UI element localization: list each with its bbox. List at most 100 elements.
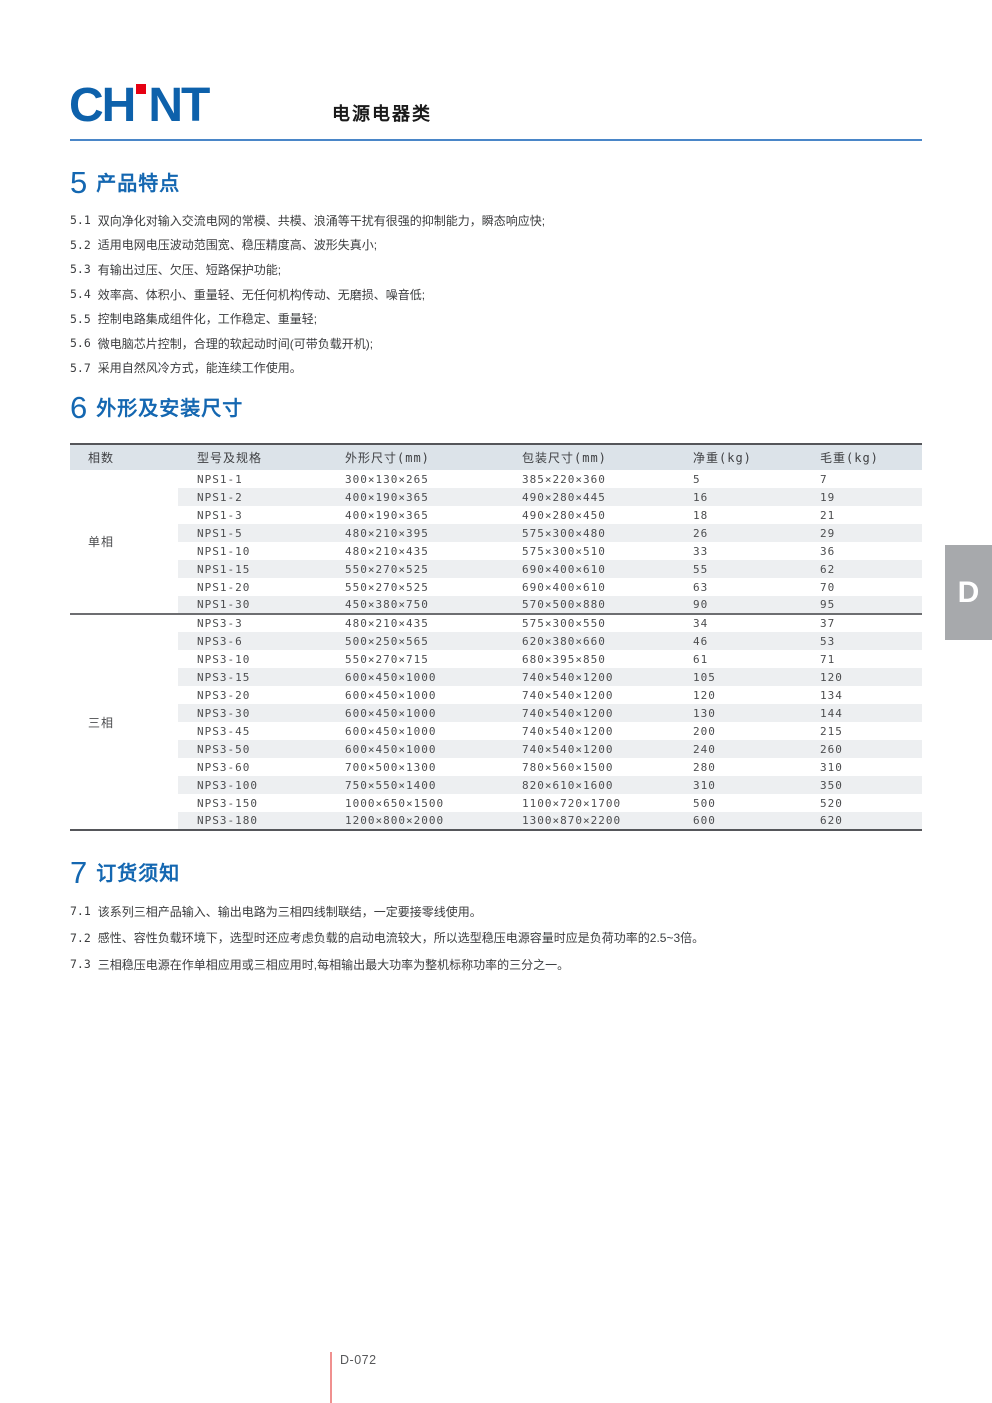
page-category-title: 电源电器类 — [332, 104, 432, 124]
column-header: 包装尺寸(mm) — [503, 444, 674, 470]
table-row: NPS1-2 400×190×365 490×280×445 16 19 — [70, 488, 922, 506]
table-cell: 480×210×435 — [326, 613, 503, 632]
table-row: NPS3-60 700×500×1300 780×560×1500 280 310 — [70, 758, 922, 776]
column-header: 外形尺寸(mm) — [326, 444, 503, 470]
item-text: 双向净化对输入交流电网的常模、共模、浪涌等干扰有很强的抑制能力，瞬态响应快; — [97, 213, 546, 228]
table-cell: NPS1-1 — [197, 472, 243, 486]
table-cell: 520 — [820, 796, 843, 810]
table-cell: 780×560×1500 — [522, 760, 614, 774]
table-row: NPS1-5 480×210×395 575×300×480 26 29 — [70, 524, 922, 542]
table-cell: 600×450×1000 — [326, 704, 503, 722]
table-row: NPS1-30 450×380×750 570×500×880 90 95 — [70, 596, 922, 614]
item-number: 5.5 — [70, 311, 91, 326]
feature-item: 5.6 微电脑芯片控制，合理的软起动时间(可带负载开机); — [70, 331, 545, 356]
table-cell: 450×380×750 — [326, 596, 503, 614]
table-cell: 480×210×395 — [326, 524, 503, 542]
feature-item: 5.5 控制电路集成组件化，工作稳定、重量轻; — [70, 306, 545, 331]
footer-accent-line — [330, 1352, 332, 1403]
table-cell: 120 — [693, 688, 716, 702]
table-cell: 300×130×265 — [345, 472, 429, 486]
table-row: NPS3-100 750×550×1400 820×610×1600 310 350 — [70, 776, 922, 794]
table-cell: NPS1-15 — [178, 560, 326, 578]
logo-text-right: NT — [148, 79, 210, 132]
table-cell: 740×540×1200 — [522, 724, 614, 738]
item-text: 该系列三相产品输入、输出电路为三相四线制联结，一定要接零线使用。 — [97, 904, 482, 919]
item-number: 7.1 — [70, 904, 91, 919]
table-cell: 575×300×550 — [503, 613, 674, 632]
section7-title: 订货须知 — [96, 863, 181, 885]
chapter-tab: D — [945, 545, 992, 640]
ordering-note-item: 7.1 该系列三相产品输入、输出电路为三相四线制联结，一定要接零线使用。 — [70, 898, 704, 925]
table-cell: NPS1-3 — [197, 508, 243, 522]
section7-number: 7 — [70, 855, 88, 890]
table-row: 单相 NPS1-1 300×130×265 385×220×360 5 7 — [70, 470, 922, 614]
logo-text-left: CH — [69, 79, 136, 132]
table-cell: 500×250×565 — [326, 632, 503, 650]
table-cell: 21 — [820, 508, 836, 522]
item-number: 5.1 — [70, 213, 91, 228]
table-cell: 1100×720×1700 — [522, 796, 622, 810]
table-cell: NPS3-60 — [197, 760, 251, 774]
table-cell: NPS3-20 — [197, 688, 251, 702]
table-cell: NPS3-150 — [197, 796, 258, 810]
table-cell: 71 — [820, 652, 836, 666]
table-cell: 400×190×365 — [326, 488, 503, 506]
table-cell: 26 — [674, 524, 801, 542]
feature-item: 5.4 效率高、体积小、重量轻、无任何机构传动、无磨损、噪音低; — [70, 282, 545, 307]
table-row: NPS3-15 600×450×1000 740×540×1200 105 120 — [70, 668, 922, 686]
table-cell: NPS1-5 — [178, 524, 326, 542]
item-text: 三相稳压电源在作单相应用或三相应用时,每相输出最大功率为整机标称功率的三分之一。 — [97, 957, 570, 972]
section5-heading: 5 产品特点 — [70, 167, 180, 198]
table-cell: 63 — [693, 580, 709, 594]
item-text: 感性、容性负载环境下，选型时还应考虑负载的启动电流较大，所以选型稳压电源容量时应… — [97, 931, 705, 946]
table-cell: 740×540×1200 — [503, 704, 674, 722]
chint-logo: CH NT — [69, 79, 210, 132]
phase-label: 三相 — [70, 613, 178, 830]
table-row: 三相 NPS3-3 480×210×435 575×300×550 34 37 — [70, 613, 922, 830]
item-number: 5.2 — [70, 237, 91, 252]
table-cell: 215 — [820, 724, 843, 738]
ordering-note-item: 7.3 三相稳压电源在作单相应用或三相应用时,每相输出最大功率为整机标称功率的三分… — [70, 951, 704, 978]
table-cell: 500 — [693, 796, 716, 810]
table-cell: 740×540×1200 — [522, 688, 614, 702]
table-row: NPS1-10 480×210×435 575×300×510 33 36 — [70, 542, 922, 560]
table-cell: 620 — [801, 812, 922, 830]
table-cell: 33 — [693, 544, 709, 558]
table-cell: NPS1-20 — [197, 580, 251, 594]
section6-number: 6 — [70, 390, 88, 425]
table-cell: 700×500×1300 — [345, 760, 437, 774]
column-header: 相数 — [70, 444, 178, 470]
table-cell: 1000×650×1500 — [345, 796, 445, 810]
table-cell: NPS1-30 — [178, 596, 326, 614]
table-row: NPS3-10 550×270×715 680×395×850 61 71 — [70, 650, 922, 668]
table-row: NPS3-6 500×250×565 620×380×660 46 53 — [70, 632, 922, 650]
table-cell: 575×300×510 — [522, 544, 606, 558]
header-divider — [70, 139, 922, 141]
feature-list: 5.1 双向净化对输入交流电网的常模、共模、浪涌等干扰有很强的抑制能力，瞬态响应快… — [70, 208, 545, 380]
table-cell: NPS3-3 — [178, 613, 326, 632]
table-row: NPS1-15 550×270×525 690×400×610 55 62 — [70, 560, 922, 578]
section5-title: 产品特点 — [96, 173, 181, 195]
item-text: 控制电路集成组件化，工作稳定、重量轻; — [97, 312, 318, 327]
table-cell: 550×270×525 — [345, 580, 429, 594]
item-number: 5.4 — [70, 287, 91, 302]
dimensions-table: 相数 型号及规格 外形尺寸(mm) 包装尺寸(mm) 净重(kg) 毛重(kg) 单相 NP… — [70, 443, 922, 831]
column-header: 净重(kg) — [674, 444, 801, 470]
table-cell: 5 — [693, 472, 701, 486]
feature-item: 5.2 适用电网电压波动范围宽、稳压精度高、波形失真小; — [70, 233, 545, 258]
item-text: 微电脑芯片控制，合理的软起动时间(可带负载开机); — [97, 336, 374, 351]
table-cell: 134 — [820, 688, 843, 702]
table-cell: NPS3-15 — [178, 668, 326, 686]
table-cell: 575×300×480 — [503, 524, 674, 542]
item-text: 有输出过压、欠压、短路保护功能; — [97, 262, 282, 277]
table-cell: NPS3-10 — [197, 652, 251, 666]
table-cell: 18 — [693, 508, 709, 522]
table-cell: 37 — [801, 613, 922, 632]
table-cell: 600×450×1000 — [345, 724, 437, 738]
feature-item: 5.7 采用自然风冷方式，能连续工作使用。 — [70, 356, 545, 381]
table-cell: 400×190×365 — [345, 508, 429, 522]
table-cell: 600 — [674, 812, 801, 830]
table-cell: 490×280×450 — [522, 508, 606, 522]
table-cell: 385×220×360 — [522, 472, 606, 486]
table-cell: NPS3-50 — [178, 740, 326, 758]
